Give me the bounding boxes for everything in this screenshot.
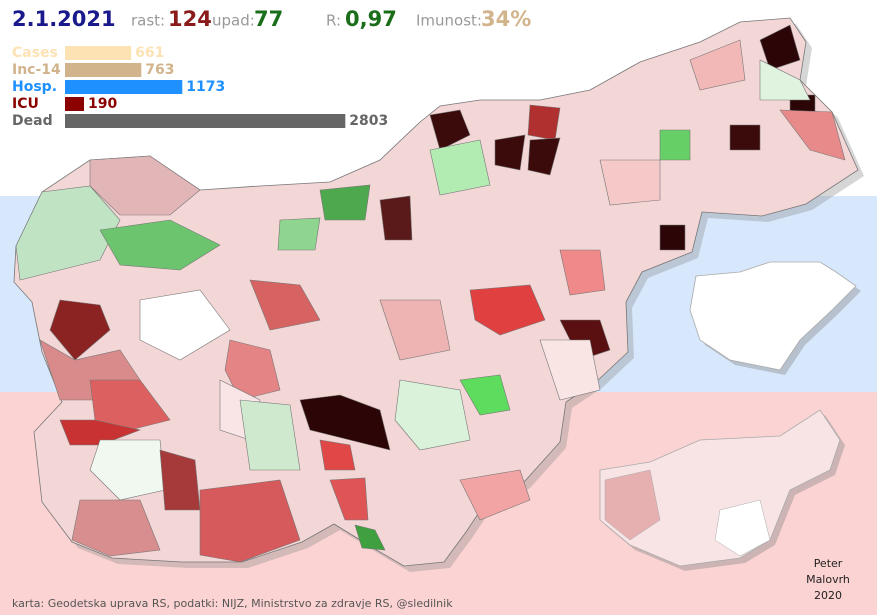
municipality [354,524,386,551]
municipality [199,479,301,563]
author: Malovrh [806,573,850,586]
source: karta: Geodetska uprava RS, podatki: NIJ… [12,597,453,610]
stat-label: ICU [12,96,39,112]
municipality [759,24,801,71]
municipality [89,439,166,501]
stat-label: Inc-14 [12,62,61,78]
author: Peter [814,557,843,570]
immunity-label: Imunost: [416,12,482,30]
inset-map-bottom [599,409,845,571]
stat-label: Hosp. [12,79,57,95]
stat-value: 190 [88,96,117,112]
municipality [779,109,846,161]
municipality [89,155,201,216]
inset-outline [689,261,857,371]
inset-region [714,499,771,557]
rise-label: rast: [131,12,165,30]
municipality [599,159,661,206]
stat-bar [65,97,84,111]
stat-label: Dead [12,113,53,129]
municipality [379,299,451,361]
municipality [249,279,321,331]
municipality [659,129,691,161]
municipality [99,219,221,271]
municipality [224,339,281,401]
municipality [49,299,111,361]
stat-bar [65,114,346,128]
municipality [329,477,369,521]
municipality [527,137,561,176]
municipality [89,379,171,431]
r-label: R: [326,12,341,30]
municipality [239,399,301,471]
municipality [277,217,321,251]
r-value: 0,97 [345,7,397,31]
municipality [71,499,161,557]
header: 2.1.2021 rast: 124 upad: 77 R: 0,97 Imun… [12,7,531,31]
main-map [13,17,864,572]
immunity: 34% [481,7,531,31]
municipality [299,394,391,451]
stat-value: 661 [135,45,164,61]
rise: 124 [168,7,212,31]
municipality [139,289,231,361]
date: 2.1.2021 [12,7,116,31]
municipality [319,184,371,221]
inset-outline [599,409,841,567]
author: 2020 [814,589,842,602]
stat-bar [65,63,142,77]
municipality [539,339,601,401]
municipality [494,134,526,171]
stat-value: 763 [145,62,174,78]
municipality [469,284,546,336]
municipality [527,104,561,141]
fall: 77 [254,7,283,31]
stat-value: 1173 [186,79,225,95]
stat-value: 2803 [349,113,388,129]
municipality [459,469,531,521]
municipalities [15,24,846,563]
municipality [379,195,413,241]
municipality [394,379,471,451]
municipality [559,249,606,296]
stat-bar [65,80,183,94]
inset-map-top [689,261,861,375]
municipality [459,374,511,416]
inset-region [604,469,661,541]
stat-bar [65,46,132,60]
municipality [759,59,811,101]
municipality [429,139,491,196]
municipality [429,109,471,151]
municipality [319,439,356,471]
municipality [729,124,761,151]
stat-label: Cases [12,45,58,61]
municipality [59,419,142,446]
municipality [659,224,686,251]
fall-label: upad: [212,12,255,30]
municipality [689,39,746,91]
